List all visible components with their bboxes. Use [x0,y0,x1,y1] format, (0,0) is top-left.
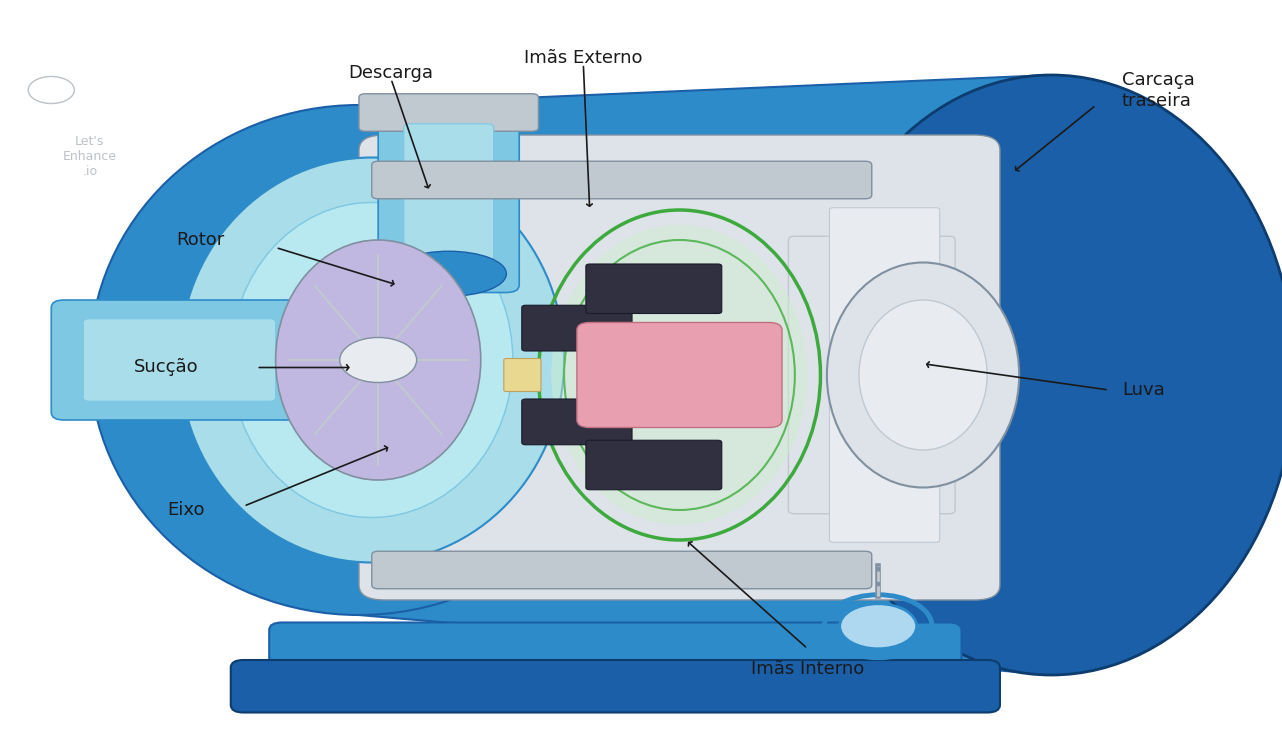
FancyBboxPatch shape [404,124,494,281]
FancyBboxPatch shape [829,208,940,542]
Text: Luva: Luva [1122,381,1164,399]
FancyBboxPatch shape [522,399,632,445]
Circle shape [340,338,417,382]
Ellipse shape [808,75,1282,675]
Ellipse shape [276,240,481,480]
Text: Eixo: Eixo [168,501,205,519]
Ellipse shape [551,225,808,525]
FancyBboxPatch shape [522,305,632,351]
Text: Carcaça
traseira: Carcaça traseira [1122,71,1195,110]
FancyBboxPatch shape [51,300,308,420]
FancyBboxPatch shape [586,440,722,490]
FancyBboxPatch shape [504,358,541,392]
FancyBboxPatch shape [372,551,872,589]
PathPatch shape [359,75,1051,675]
FancyBboxPatch shape [359,135,1000,600]
Ellipse shape [859,300,987,450]
FancyBboxPatch shape [359,94,538,131]
Text: Descarga: Descarga [349,64,433,82]
FancyBboxPatch shape [378,112,519,292]
Text: Rotor: Rotor [176,231,224,249]
Circle shape [840,604,917,649]
Text: Let's
Enhance
.io: Let's Enhance .io [63,135,117,178]
Ellipse shape [391,251,506,296]
FancyBboxPatch shape [269,622,962,682]
Ellipse shape [827,262,1019,488]
FancyBboxPatch shape [231,660,1000,712]
Ellipse shape [231,202,513,518]
FancyBboxPatch shape [788,236,955,514]
FancyBboxPatch shape [83,319,276,401]
FancyBboxPatch shape [577,322,782,428]
Text: Imãs Externo: Imãs Externo [524,49,642,67]
Text: Imãs Interno: Imãs Interno [751,660,864,678]
Ellipse shape [179,158,564,562]
Ellipse shape [90,105,628,615]
FancyBboxPatch shape [372,161,872,199]
Text: Sucção: Sucção [135,358,199,376]
FancyBboxPatch shape [586,264,722,314]
